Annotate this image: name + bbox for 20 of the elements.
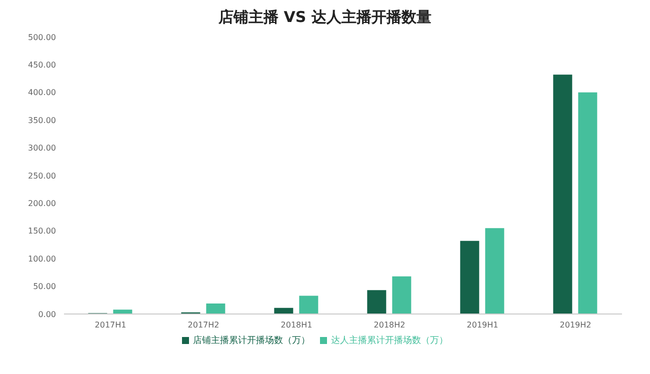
x-tick-label: 2017H2: [188, 320, 220, 330]
chart-title: 店铺主播 VS 达人主播开播数量: [217, 8, 432, 27]
legend-label: 达人主播累计开播场数（万）: [331, 336, 448, 346]
y-tick-label: 250.00: [28, 171, 56, 180]
y-tick-label: 50.00: [33, 282, 56, 292]
y-tick-label: 100.00: [28, 254, 56, 264]
legend-label: 店铺主播累计开播场数（万）: [193, 336, 310, 346]
x-tick-label: 2018H1: [280, 320, 312, 330]
y-tick-label: 200.00: [28, 199, 56, 208]
y-tick-label: 500.00: [28, 32, 56, 42]
x-tick-label: 2018H2: [374, 320, 406, 330]
y-tick-label: 400.00: [28, 88, 56, 98]
x-tick-label: 2019H2: [560, 320, 592, 330]
y-tick-label: 350.00: [28, 116, 56, 125]
y-tick-label: 300.00: [28, 144, 56, 153]
y-tick-label: 450.00: [28, 60, 56, 70]
y-tick-label: 150.00: [28, 226, 56, 236]
x-tick-label: 2017H1: [94, 320, 126, 330]
x-tick-label: 2019H1: [466, 320, 498, 330]
y-tick-label: 0.00: [38, 310, 56, 319]
